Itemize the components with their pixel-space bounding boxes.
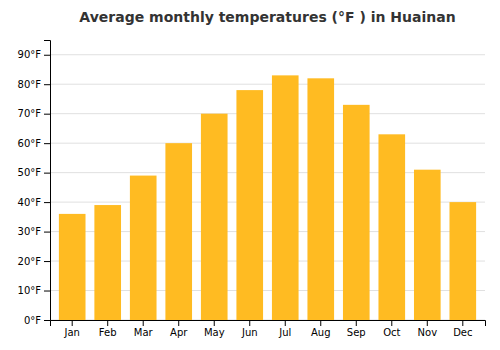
y-tick: 40°F [18, 197, 50, 208]
x-tick-mark [178, 320, 179, 326]
y-tick: 0°F [24, 315, 50, 326]
bar [130, 176, 157, 320]
y-tick-mark [44, 143, 50, 144]
y-tick-label: 60°F [18, 138, 42, 149]
y-axis-line [44, 41, 51, 321]
x-tick-mark [285, 320, 286, 326]
y-tick: 50°F [18, 167, 50, 178]
y-tick-label: 70°F [18, 108, 42, 119]
x-tick-mark [249, 320, 250, 326]
x-tick-label: Sep [347, 327, 366, 338]
y-tick-label: 50°F [18, 167, 42, 178]
y-tick: 20°F [18, 256, 50, 267]
x-tick-label: Dec [453, 327, 472, 338]
bar [165, 143, 192, 320]
bar [201, 114, 228, 320]
x-tick: Feb [99, 320, 117, 338]
y-tick: 80°F [18, 79, 50, 90]
x-tick-label: Jul [278, 327, 291, 338]
grid-line [50, 143, 485, 144]
grid-line [50, 84, 485, 85]
x-tick-label: May [204, 327, 225, 338]
bar [449, 202, 476, 320]
grid-line [50, 113, 485, 114]
x-tick-mark [356, 320, 357, 326]
x-tick-mark [462, 320, 463, 326]
x-tick: Jul [278, 320, 291, 338]
x-tick-label: Jan [63, 327, 79, 338]
y-tick-mark [44, 202, 50, 203]
y-tick-label: 90°F [18, 49, 42, 60]
bar [272, 75, 299, 320]
bar [343, 105, 370, 320]
y-tick-label: 30°F [18, 226, 42, 237]
y-tick-mark [44, 173, 50, 174]
x-tick-label: Mar [134, 327, 154, 338]
y-tick-label: 80°F [18, 79, 42, 90]
plot-area [59, 75, 476, 320]
bar [378, 134, 405, 320]
x-tick: Mar [134, 320, 154, 338]
title: Average monthly temperatures (°F ) in Hu… [79, 9, 455, 25]
y-tick-mark [44, 232, 50, 233]
x-axis-line [51, 321, 486, 327]
y-tick: 10°F [18, 285, 50, 296]
x-tick-mark [391, 320, 392, 326]
x-tick-label: Apr [170, 327, 188, 338]
x-axis: Jan Feb Mar Apr May Jun Jul Aug Sep Oct Nov Dec [51, 320, 486, 338]
y-tick-label: 10°F [18, 285, 42, 296]
y-tick-label: 20°F [18, 256, 42, 267]
y-tick-label: 40°F [18, 197, 42, 208]
y-tick-mark [44, 261, 50, 262]
grid [50, 55, 485, 320]
bar [59, 214, 86, 320]
y-tick: 60°F [18, 138, 50, 149]
y-tick: 30°F [18, 226, 50, 237]
x-tick: Oct [383, 320, 400, 338]
x-tick: May [204, 320, 225, 338]
x-tick-mark [320, 320, 321, 326]
x-tick-mark [72, 320, 73, 326]
x-tick: Dec [453, 320, 472, 338]
y-tick-mark [44, 320, 50, 321]
x-tick-mark [214, 320, 215, 326]
bar [414, 170, 441, 320]
y-tick: 70°F [18, 108, 50, 119]
x-tick: Apr [170, 320, 188, 338]
y-tick-mark [44, 84, 50, 85]
x-tick-mark [107, 320, 108, 326]
x-tick-label: Feb [99, 327, 117, 338]
y-axis: 0°F 10°F 20°F 30°F 40°F 50°F 60°F 70°F 80°F 90°F [18, 41, 51, 326]
x-tick: Nov [418, 320, 438, 338]
y-tick: 90°F [18, 49, 50, 60]
y-tick-mark [44, 114, 50, 115]
x-tick-mark [427, 320, 428, 326]
bar [94, 205, 121, 320]
y-tick-mark [44, 55, 50, 56]
bar [236, 90, 263, 320]
y-tick-mark [44, 291, 50, 292]
x-tick-mark [143, 320, 144, 326]
x-tick: Jan [63, 320, 79, 338]
x-tick-label: Aug [311, 327, 331, 338]
x-tick: Aug [311, 320, 331, 338]
x-tick: Sep [347, 320, 366, 338]
grid-line [50, 54, 485, 55]
y-tick-label: 0°F [24, 315, 41, 326]
bar [307, 78, 334, 320]
x-tick-label: Jun [241, 327, 258, 338]
chart: 0°F 10°F 20°F 30°F 40°F 50°F 60°F 70°F 80°F 90°F J… [0, 0, 500, 350]
x-tick: Jun [241, 320, 258, 338]
x-tick-label: Nov [418, 327, 438, 338]
x-tick-label: Oct [383, 327, 400, 338]
